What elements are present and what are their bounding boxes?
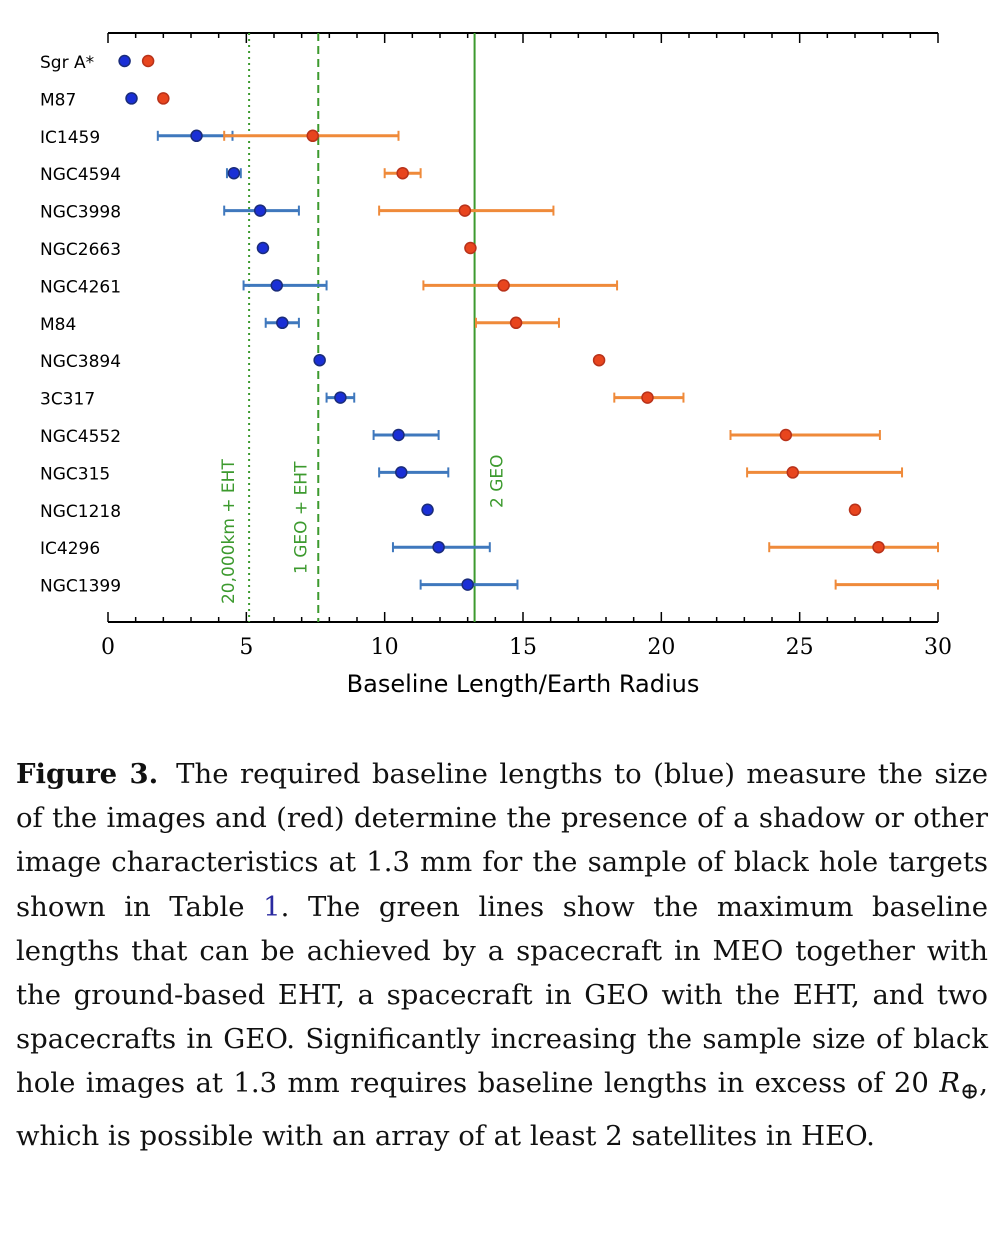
red-data-point	[592, 353, 606, 367]
blue-data-point	[392, 428, 405, 442]
blue-data-point	[125, 92, 138, 105]
blue-data-point	[270, 279, 284, 292]
category-label: IC4296	[40, 539, 100, 559]
red-data-point	[848, 503, 862, 517]
category-label: NGC4594	[40, 165, 121, 185]
figure-caption: Figure 3. The required baseline lengths t…	[16, 752, 988, 1158]
category-label: Sgr A*	[40, 53, 94, 73]
x-tick-label: 15	[509, 635, 537, 660]
blue-data-point	[395, 466, 408, 479]
red-data-point	[464, 241, 477, 255]
red-data-point	[497, 279, 510, 292]
blue-data-point	[190, 129, 203, 143]
category-label: NGC315	[40, 464, 110, 484]
reference-line-label: 2 GEO	[488, 454, 508, 508]
blue-data-point	[253, 204, 267, 217]
caption-text-1: The required baseline lengths to (blue) …	[16, 758, 988, 923]
red-data-point	[872, 540, 885, 554]
red-data-point	[157, 92, 170, 105]
x-tick-label: 10	[371, 635, 399, 660]
red-data-point	[509, 316, 523, 330]
figure-chart: 0 5 10 15 20 25 30 Baseline Length/Earth Radius…	[40, 32, 952, 698]
x-tick-label: 5	[239, 635, 253, 660]
category-label: IC1459	[40, 128, 100, 148]
chart-svg: 0 5 10 15 20 25 30 Baseline Length/Earth Radius…	[40, 32, 952, 698]
blue-data-point	[256, 241, 270, 255]
x-tick-label: 25	[786, 635, 814, 660]
earth-radius-symbol: R	[939, 1067, 961, 1100]
blue-data-point	[334, 391, 347, 404]
x-axis-label: Baseline Length/Earth Radius	[347, 670, 700, 698]
red-data-point	[141, 54, 155, 68]
table-reference-link[interactable]: 1	[263, 890, 281, 923]
category-label: NGC4261	[40, 277, 121, 297]
category-label: M87	[40, 90, 76, 110]
category-label: NGC1399	[40, 577, 121, 597]
category-label: NGC3894	[40, 352, 121, 372]
red-data-point	[458, 204, 472, 217]
red-data-point	[786, 466, 799, 479]
blue-data-point	[118, 54, 131, 68]
earth-radius-subscript: ⊕	[960, 1078, 980, 1105]
red-data-point	[306, 129, 319, 143]
blue-data-point	[313, 353, 326, 367]
category-label: NGC4552	[40, 427, 121, 447]
x-tick-label: 0	[101, 635, 115, 660]
caption-text-3: , which is possible with an array of at …	[16, 1067, 988, 1153]
blue-data-point	[276, 316, 289, 330]
red-data-point	[641, 391, 654, 404]
x-tick-label: 20	[647, 635, 675, 660]
blue-data-point	[227, 166, 241, 180]
category-label: 3C317	[40, 390, 95, 410]
caption-label: Figure 3.	[16, 758, 159, 790]
category-label: NGC3998	[40, 203, 121, 223]
blue-data-point	[461, 578, 474, 591]
caption-text-2: . The green lines show the maximum basel…	[16, 890, 988, 1100]
category-label: NGC2663	[40, 240, 121, 260]
category-label: NGC1218	[40, 502, 121, 522]
category-label: M84	[40, 315, 76, 335]
x-tick-label: 30	[924, 635, 952, 660]
reference-line-label: 20,000km + EHT	[219, 459, 239, 604]
blue-data-point	[421, 503, 434, 517]
red-data-point	[779, 428, 793, 442]
reference-line-label: 1 GEO + EHT	[291, 461, 311, 574]
red-data-point	[396, 166, 409, 180]
blue-data-point	[432, 540, 445, 554]
